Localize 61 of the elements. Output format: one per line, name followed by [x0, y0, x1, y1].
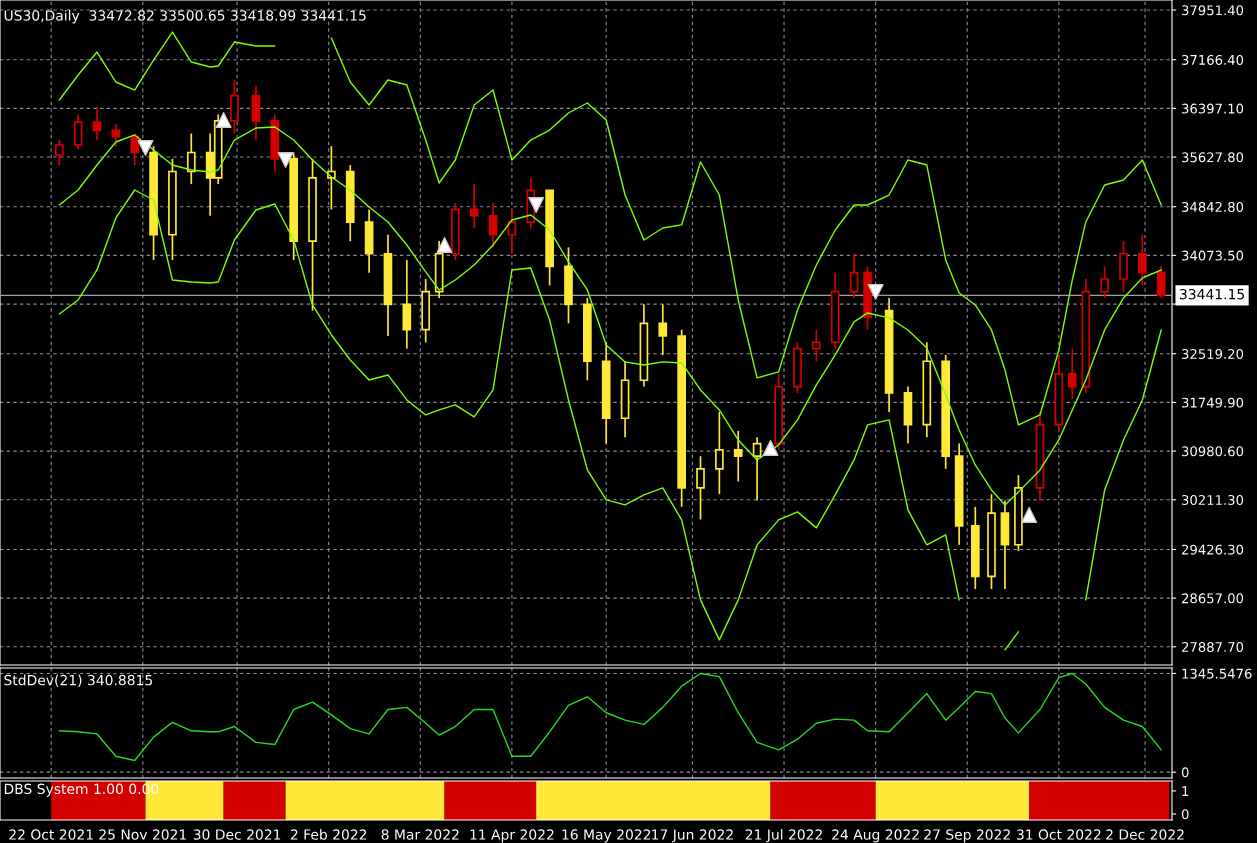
candlestick	[186, 132, 196, 185]
x-tick-label: 30 Dec 2021	[193, 829, 281, 840]
y-tick-label: 1	[1182, 786, 1189, 796]
candlestick	[507, 208, 517, 255]
y-tick-label: 34842.80	[1182, 201, 1244, 212]
y-tick-label: 35627.80	[1182, 152, 1244, 163]
text: US30,Daily 33472.82 33500.65 33418.99 33441.15	[4, 9, 366, 24]
point	[215, 112, 232, 129]
point	[528, 197, 545, 213]
ref-line-label: 33441.15	[1180, 288, 1244, 300]
candlestick	[849, 252, 859, 299]
x-tick-label: 27 Sep 2022	[924, 829, 1010, 843]
point	[436, 237, 453, 253]
candlestick	[130, 132, 140, 166]
y-tick-label: 29426.30	[1181, 544, 1244, 555]
x-tick-label: 2 Dec 2022	[1106, 829, 1184, 840]
y-tick-label: 0	[1181, 809, 1189, 820]
candlestick	[1100, 265, 1109, 299]
point	[277, 152, 294, 168]
y-tick-label: 34073.50	[1182, 250, 1244, 261]
y-tick-label: 27887.70	[1181, 642, 1244, 652]
point	[867, 283, 884, 300]
candlestick	[488, 202, 498, 249]
x-tick-label: 22 Oct 2021	[9, 829, 93, 840]
x-tick-label: 21 Jul 2022	[745, 829, 822, 843]
point	[137, 140, 154, 156]
candlestick	[812, 328, 821, 363]
x-tick-label: 31 Oct 2022	[1016, 829, 1101, 840]
candlestick	[1067, 347, 1077, 401]
chart-title: StdDev(21) 340.8815	[4, 674, 153, 687]
x-tick-label: 2 Feb 2022	[290, 829, 367, 840]
x-tick-label: 24 Aug 2022	[832, 829, 919, 843]
x-tick-label: 11 Apr 2022	[470, 829, 554, 843]
candlestick	[92, 106, 102, 141]
y-tick-label: 28657.00	[1181, 593, 1244, 604]
x-tick-label: 8 Mar 2022	[381, 829, 459, 840]
y-tick-label: 32519.20	[1182, 348, 1244, 359]
y-tick-label: 36397.10	[1182, 103, 1244, 114]
y-tick-label: 37951.40	[1182, 5, 1244, 16]
candlestick	[469, 183, 479, 230]
y-tick-label: 1345.5476	[1182, 668, 1252, 679]
y-tick-label: 0	[1181, 767, 1189, 778]
x-tick-label: 17 Jun 2022	[652, 829, 733, 843]
y-tick-label: 30980.60	[1182, 446, 1244, 457]
point	[762, 439, 779, 456]
y-tick-label: 31749.90	[1182, 397, 1244, 408]
candlestick	[715, 411, 724, 495]
y-tick-label: 30211.30	[1182, 495, 1244, 505]
candlestick	[111, 123, 121, 147]
x-tick-label: 25 Nov 2021	[99, 829, 186, 840]
candlestick	[752, 436, 762, 502]
candlestick	[73, 113, 83, 151]
x-tick-label: 16 May 2022	[562, 829, 651, 843]
candlestick	[1138, 233, 1147, 287]
candlestick	[733, 430, 743, 483]
candlestick	[696, 455, 705, 521]
candlestick	[1156, 265, 1166, 299]
candlestick	[54, 138, 64, 166]
point	[1021, 506, 1038, 523]
y-tick-label: 37166.40	[1182, 54, 1244, 65]
candlestick	[658, 303, 668, 356]
